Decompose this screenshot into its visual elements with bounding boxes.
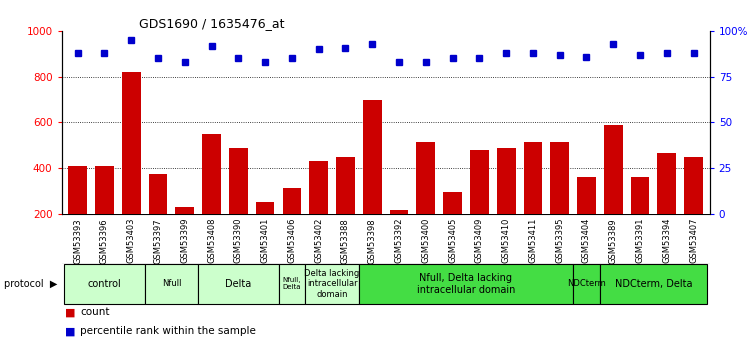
Text: Nfull: Nfull (161, 279, 181, 288)
Bar (309, 161, 328, 214)
Bar (279, 264, 306, 304)
Bar (68, 166, 87, 214)
Text: GSM53411: GSM53411 (529, 218, 538, 263)
Bar (496, 148, 515, 214)
Bar (443, 192, 462, 214)
Bar (176, 207, 195, 214)
Text: Delta lacking
intracellular
domain: Delta lacking intracellular domain (304, 269, 360, 299)
Text: GSM53408: GSM53408 (207, 218, 216, 263)
Bar (229, 148, 248, 214)
Text: GSM53401: GSM53401 (261, 218, 270, 263)
Bar (306, 264, 359, 304)
Bar (256, 203, 275, 214)
Text: ■: ■ (65, 307, 76, 317)
Bar (417, 142, 435, 214)
Text: NDCterm: NDCterm (567, 279, 606, 288)
Text: GSM53407: GSM53407 (689, 218, 698, 263)
Text: GSM53399: GSM53399 (180, 218, 189, 263)
Bar (149, 174, 167, 214)
Text: GSM53406: GSM53406 (288, 218, 297, 263)
Bar (684, 157, 703, 214)
Text: GSM53400: GSM53400 (421, 218, 430, 263)
Text: GSM53389: GSM53389 (609, 218, 618, 264)
Text: GSM53405: GSM53405 (448, 218, 457, 263)
Bar (523, 142, 542, 214)
Bar (359, 264, 573, 304)
Text: Nfull, Delta lacking
intracellular domain: Nfull, Delta lacking intracellular domai… (417, 273, 515, 295)
Bar (122, 72, 140, 214)
Text: GSM53391: GSM53391 (635, 218, 644, 263)
Text: GSM53402: GSM53402 (314, 218, 323, 263)
Bar (573, 264, 600, 304)
Text: GSM53409: GSM53409 (475, 218, 484, 263)
Text: protocol  ▶: protocol ▶ (5, 279, 58, 289)
Text: GSM53396: GSM53396 (100, 218, 109, 264)
Bar (145, 264, 198, 304)
Text: GSM53393: GSM53393 (73, 218, 82, 264)
Bar (577, 177, 596, 214)
Text: GSM53404: GSM53404 (582, 218, 591, 263)
Text: GSM53403: GSM53403 (127, 218, 136, 263)
Text: GSM53392: GSM53392 (394, 218, 403, 263)
Bar (65, 264, 145, 304)
Bar (336, 157, 354, 214)
Text: GDS1690 / 1635476_at: GDS1690 / 1635476_at (140, 17, 285, 30)
Text: control: control (88, 279, 122, 289)
Bar (631, 177, 650, 214)
Bar (470, 150, 489, 214)
Text: GSM53390: GSM53390 (234, 218, 243, 263)
Text: GSM53398: GSM53398 (368, 218, 377, 264)
Bar (198, 264, 279, 304)
Bar (282, 188, 301, 214)
Text: count: count (80, 307, 110, 317)
Text: GSM53395: GSM53395 (555, 218, 564, 263)
Text: GSM53410: GSM53410 (502, 218, 511, 263)
Bar (363, 100, 382, 214)
Text: NDCterm, Delta: NDCterm, Delta (615, 279, 692, 289)
Bar (550, 142, 569, 214)
Text: Nfull,
Delta: Nfull, Delta (282, 277, 301, 290)
Bar (657, 153, 676, 214)
Bar (390, 210, 409, 214)
Text: percentile rank within the sample: percentile rank within the sample (80, 326, 256, 336)
Text: GSM53394: GSM53394 (662, 218, 671, 263)
Bar (604, 125, 623, 214)
Text: GSM53388: GSM53388 (341, 218, 350, 264)
Text: Delta: Delta (225, 279, 252, 289)
Bar (202, 134, 221, 214)
Bar (95, 166, 114, 214)
Text: GSM53397: GSM53397 (153, 218, 162, 264)
Bar (600, 264, 707, 304)
Text: ■: ■ (65, 326, 76, 336)
